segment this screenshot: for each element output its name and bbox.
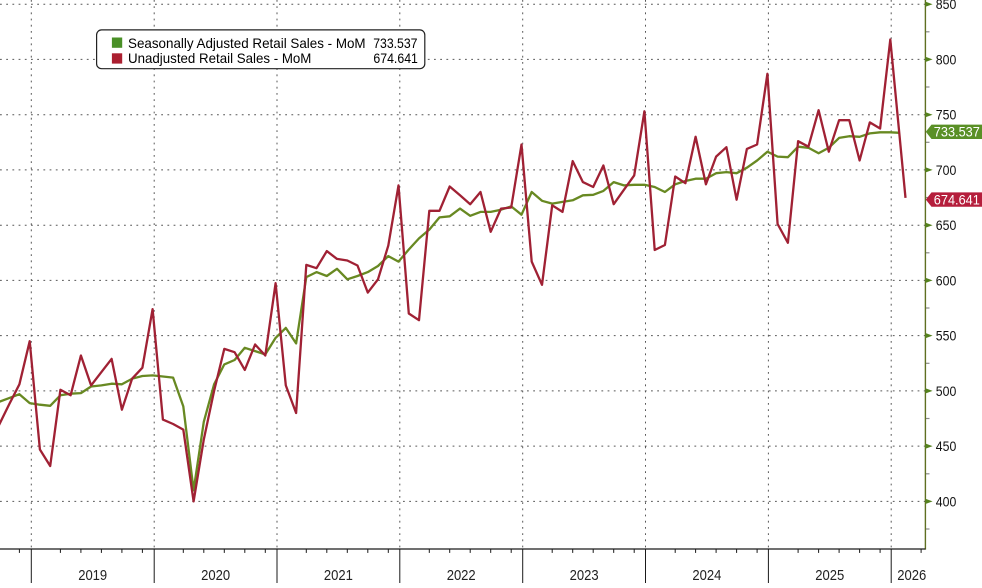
svg-text:674.641: 674.641 bbox=[373, 50, 418, 66]
svg-text:600: 600 bbox=[936, 272, 957, 288]
svg-text:700: 700 bbox=[936, 162, 957, 178]
svg-text:650: 650 bbox=[936, 217, 957, 233]
svg-text:400: 400 bbox=[936, 493, 957, 509]
svg-text:450: 450 bbox=[936, 438, 957, 454]
svg-text:2020: 2020 bbox=[201, 567, 230, 583]
svg-text:2023: 2023 bbox=[570, 567, 599, 583]
svg-text:850: 850 bbox=[936, 0, 957, 12]
svg-text:2025: 2025 bbox=[815, 567, 844, 583]
svg-text:Seasonally Adjusted Retail Sal: Seasonally Adjusted Retail Sales - MoM bbox=[128, 35, 366, 51]
svg-text:500: 500 bbox=[936, 383, 957, 399]
svg-text:2024: 2024 bbox=[692, 567, 721, 583]
svg-text:750: 750 bbox=[936, 107, 957, 123]
svg-text:800: 800 bbox=[936, 51, 957, 67]
svg-text:2021: 2021 bbox=[324, 567, 353, 583]
svg-text:2026: 2026 bbox=[897, 567, 926, 583]
svg-text:Unadjusted Retail Sales - MoM: Unadjusted Retail Sales - MoM bbox=[128, 50, 311, 66]
svg-text:2022: 2022 bbox=[447, 567, 476, 583]
svg-text:674.641: 674.641 bbox=[934, 192, 980, 208]
svg-text:2019: 2019 bbox=[78, 567, 107, 583]
svg-text:733.537: 733.537 bbox=[934, 124, 980, 140]
svg-text:733.537: 733.537 bbox=[373, 35, 417, 51]
svg-text:550: 550 bbox=[936, 328, 957, 344]
